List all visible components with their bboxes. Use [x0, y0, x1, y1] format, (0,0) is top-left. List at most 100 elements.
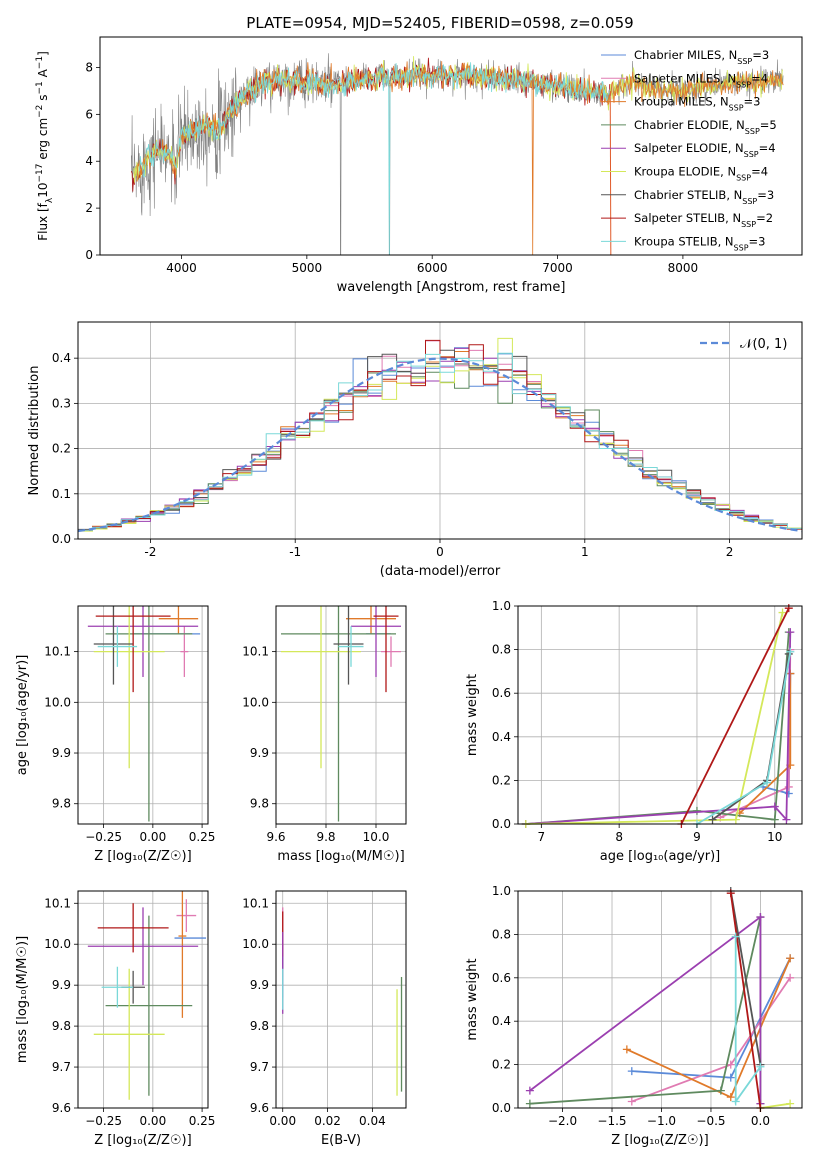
- x-tick-label: 0.25: [189, 830, 216, 844]
- x-axis-label: E(B-V): [321, 1133, 361, 1148]
- y-tick-label: 0.8: [492, 643, 511, 657]
- y-tick-label: 9.6: [250, 1101, 269, 1115]
- panel-weight_vs_Z: −2.0 −1.5 −1.0 −0.5 0.0 0.0 0.2 0.4 0.6 0.8 1.0 Z […: [465, 884, 803, 1148]
- y-tick-label: 0: [85, 248, 93, 262]
- marker-chabrier_elodie: [770, 815, 779, 824]
- plot-area-spectrum: [130, 53, 784, 255]
- x-tick-label: 7: [538, 830, 546, 844]
- legend-label-salpeter_elodie: Salpeter ELODIE, NSSP=4: [634, 141, 776, 159]
- axes-frame: [275, 605, 407, 825]
- histograms: [78, 337, 802, 533]
- marker-salpeter_elodie: [770, 802, 779, 811]
- y-tick-label: 0.2: [52, 442, 71, 456]
- plot-area-mass_vs_Z: [87, 891, 207, 1100]
- lines-weight_vs_age: [521, 604, 795, 828]
- axes-frame: [517, 890, 803, 1109]
- y-tick-label: 9.8: [52, 797, 71, 811]
- x-axis-label: (data-model)/error: [380, 564, 501, 579]
- marker-kroupa_stelib: [786, 647, 795, 656]
- y-axis-label: mass weight: [465, 674, 480, 756]
- marker-chabrier_miles: [627, 1067, 636, 1076]
- marker-kroupa_stelib: [731, 932, 740, 941]
- errorbars-age_vs_mass: [281, 606, 401, 822]
- axes-frame: [77, 321, 803, 540]
- x-tick-label: 4000: [166, 261, 197, 275]
- y-tick-label: 9.7: [52, 1060, 71, 1074]
- marker-chabrier_elodie: [525, 1099, 534, 1108]
- y-axis-label: mass [log₁₀(M/M☉)]: [15, 936, 30, 1063]
- x-tick-label: 2: [726, 545, 734, 559]
- legend-label-chabrier_elodie: Chabrier ELODIE, NSSP=5: [634, 118, 777, 136]
- marker-kroupa_miles: [622, 1045, 631, 1054]
- y-tick-label: 0.1: [52, 487, 71, 501]
- y-tick-label: 1.0: [492, 884, 511, 898]
- legend-label-kroupa_elodie: Kroupa ELODIE, NSSP=4: [634, 165, 768, 183]
- marker-salpeter_elodie: [525, 1086, 534, 1095]
- marker-salpeter_miles: [627, 1097, 636, 1106]
- y-tick-label: 9.9: [52, 978, 71, 992]
- y-tick-label: 0.4: [492, 730, 511, 744]
- y-tick-label: 8: [85, 60, 93, 74]
- series-chabrier_elodie: [525, 632, 790, 825]
- lines-weight_vs_Z: [525, 887, 795, 1112]
- y-tick-label: 0.0: [492, 1101, 511, 1115]
- x-tick-label: 8000: [668, 261, 699, 275]
- plot-area-age_vs_mass: [281, 606, 401, 822]
- spectrum-legend: Chabrier MILES, NSSP=3 Salpeter MILES, NS…: [601, 48, 777, 252]
- y-tick-label: 10.1: [44, 645, 71, 659]
- y-tick-label: 9.7: [250, 1060, 269, 1074]
- panel-age_vs_Z: −0.25 0.00 0.25 9.8 9.9 10.0 10.1 Z [log₁₀(Z/Z☉…: [15, 605, 216, 864]
- series-kroupa_elodie: [525, 612, 784, 825]
- x-tick-label: 0.0: [751, 1114, 770, 1128]
- x-tick-label: 0.00: [269, 1114, 296, 1128]
- x-tick-label: 10: [767, 830, 782, 844]
- axes-frame: [99, 36, 803, 256]
- axes-frame: [77, 890, 209, 1109]
- x-tick-label: −2.0: [548, 1114, 577, 1128]
- axes-frame: [517, 605, 803, 825]
- hist-kroupa_stelib: [78, 352, 802, 531]
- x-tick-label: 7000: [542, 261, 573, 275]
- panel-weight_vs_age: 7 8 9 10 0.0 0.2 0.4 0.6 0.8 1.0 age [log₁₀(age/yr…: [465, 599, 803, 864]
- series-salpeter_elodie: [525, 632, 792, 825]
- y-tick-label: 9.9: [250, 746, 269, 760]
- x-axis-label: Z [log₁₀(Z/Z☉)]: [94, 1133, 191, 1148]
- marker-kroupa_stelib: [756, 1062, 765, 1071]
- marker-chabrier_elodie: [716, 1086, 725, 1095]
- panel-spectrum: 4000 5000 6000 7000 8000 0 2 4 6 8 wavelength [Ang…: [35, 36, 803, 295]
- panel-residuals: -2 -1 0 1 2 0.0 0.1 0.2 0.3 0.4 (data-model)/error…: [27, 321, 803, 579]
- legend-label-kroupa_miles: Kroupa MILES, NSSP=3: [634, 95, 760, 113]
- x-axis-label: mass [log₁₀(M/M☉)]: [277, 849, 404, 864]
- series-chabrier_elodie: [529, 916, 762, 1105]
- marker-salpeter_elodie: [756, 913, 765, 922]
- x-tick-label: 9.8: [316, 830, 335, 844]
- x-tick-label: 0.25: [189, 1114, 216, 1128]
- x-tick-label: 1: [581, 545, 589, 559]
- x-tick-label: 0: [436, 545, 444, 559]
- marker-chabrier_miles: [726, 1073, 735, 1082]
- marker-salpeter_stelib: [784, 604, 793, 613]
- marker-salpeter_miles: [726, 1060, 735, 1069]
- x-tick-label: −1.5: [597, 1114, 626, 1128]
- y-tick-label: 9.9: [250, 978, 269, 992]
- marker-kroupa_elodie: [778, 608, 787, 617]
- y-tick-label: 2: [85, 201, 93, 215]
- marker-kroupa_elodie: [786, 1099, 795, 1108]
- marker-chabrier_stelib: [708, 815, 717, 824]
- x-tick-label: −0.25: [85, 1114, 122, 1128]
- x-tick-label: −1.0: [647, 1114, 676, 1128]
- plot-area-weight_vs_age: [521, 604, 795, 828]
- y-tick-label: 9.8: [250, 797, 269, 811]
- x-tick-label: -1: [289, 545, 301, 559]
- series-kroupa_elodie: [760, 1102, 791, 1109]
- legend-label-chabrier_stelib: Chabrier STELIB, NSSP=3: [634, 188, 774, 206]
- x-axis-label: age [log₁₀(age/yr)]: [600, 849, 721, 864]
- x-tick-label: 8: [615, 830, 623, 844]
- y-tick-label: 4: [85, 154, 93, 168]
- x-axis-label: Z [log₁₀(Z/Z☉)]: [611, 1133, 708, 1148]
- errorbars-mass_vs_Z: [87, 891, 207, 1100]
- y-tick-label: 0.3: [52, 396, 71, 410]
- x-tick-label: −0.25: [85, 830, 122, 844]
- y-tick-label: 1.0: [492, 599, 511, 613]
- x-tick-label: 5000: [292, 261, 323, 275]
